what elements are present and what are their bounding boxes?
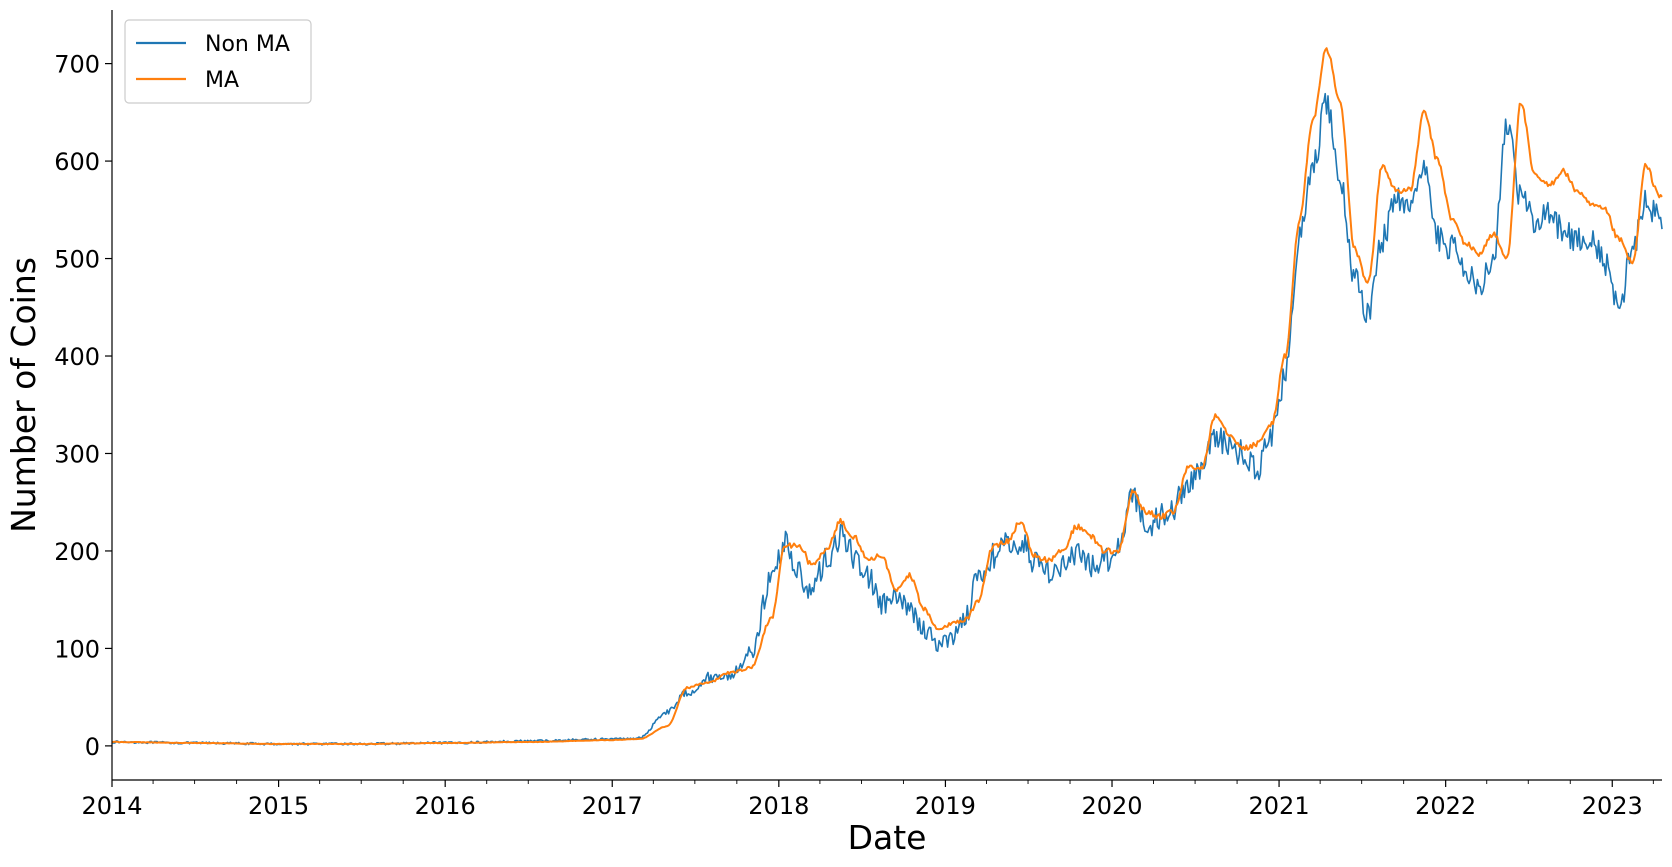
y-tick-label: 200 bbox=[54, 538, 100, 566]
x-tick-label: 2020 bbox=[1081, 792, 1142, 820]
x-tick-label: 2018 bbox=[748, 792, 809, 820]
x-tick-label: 2022 bbox=[1415, 792, 1476, 820]
x-ticks: 2014 2015 2016 2017 2018 2019 2020 2021 2022 2023 bbox=[81, 780, 1654, 820]
series-line-non-ma bbox=[111, 92, 1663, 746]
x-tick-label: 2021 bbox=[1249, 792, 1310, 820]
y-ticks: 0 100 200 300 400 500 600 700 bbox=[54, 51, 112, 761]
y-tick-label: 700 bbox=[54, 51, 100, 79]
legend-box bbox=[124, 19, 312, 104]
plot-area bbox=[111, 47, 1663, 746]
legend-label-ma: MA bbox=[205, 68, 239, 93]
series-line-ma bbox=[111, 47, 1663, 746]
y-axis-title: Number of Coins bbox=[4, 257, 43, 533]
y-tick-label: 600 bbox=[54, 148, 100, 176]
x-tick-label: 2015 bbox=[248, 792, 309, 820]
y-tick-label: 0 bbox=[85, 733, 100, 761]
y-tick-label: 300 bbox=[54, 440, 100, 468]
x-tick-label: 2023 bbox=[1582, 792, 1643, 820]
y-tick-label: 400 bbox=[54, 343, 100, 371]
x-tick-label: 2014 bbox=[81, 792, 142, 820]
x-axis-title: Date bbox=[848, 818, 927, 857]
legend: Non MA MA bbox=[124, 19, 312, 104]
legend-label-non-ma: Non MA bbox=[205, 32, 290, 57]
x-tick-label: 2017 bbox=[582, 792, 643, 820]
y-tick-label: 500 bbox=[54, 246, 100, 274]
y-tick-label: 100 bbox=[54, 635, 100, 663]
x-tick-label: 2019 bbox=[915, 792, 976, 820]
x-tick-label: 2016 bbox=[415, 792, 476, 820]
